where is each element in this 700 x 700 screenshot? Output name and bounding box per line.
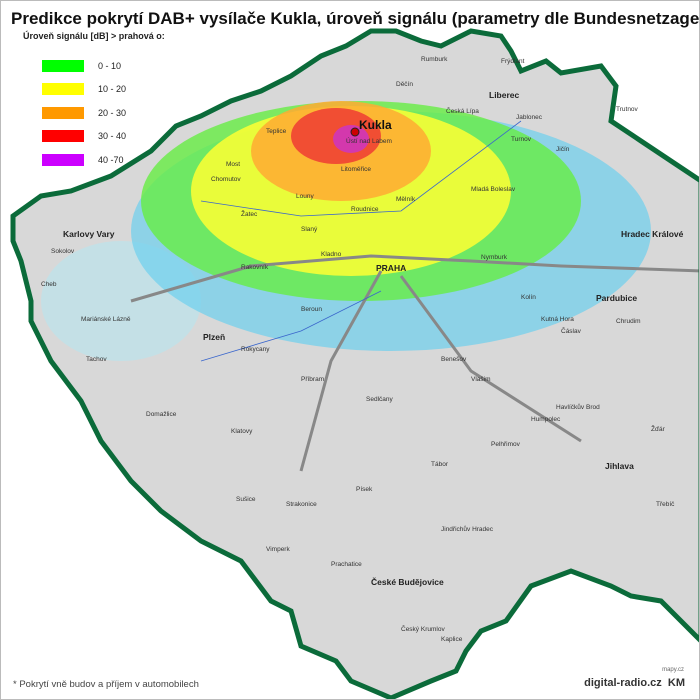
- city-label: Vimperk: [266, 546, 290, 553]
- city-label: Chomutov: [211, 176, 241, 183]
- city-label: Domažlice: [146, 411, 177, 418]
- city-label: Mariánské Lázně: [81, 316, 131, 323]
- legend-heading: Úroveň signálu [dB] > prahová o:: [23, 31, 165, 41]
- city-label: Louny: [296, 193, 314, 200]
- city-label: Kutná Hora: [541, 316, 574, 323]
- city-label: Sušice: [236, 496, 256, 503]
- city-label: Jičín: [556, 146, 570, 153]
- city-label: Pardubice: [596, 293, 637, 303]
- mapy-credit: mapy.cz: [662, 667, 684, 673]
- city-label: Žatec: [241, 209, 258, 218]
- city-label: Chrudim: [616, 318, 641, 325]
- city-label: Český Krumlov: [401, 624, 445, 633]
- highway: [130, 254, 699, 303]
- map-title: Predikce pokrytí DAB+ vysílače Kukla, úr…: [11, 9, 700, 28]
- city-label: Kukla: [359, 118, 392, 132]
- city-label: Slaný: [301, 226, 318, 233]
- city-label: Beroun: [301, 306, 322, 313]
- city-label: Příbram: [301, 376, 324, 383]
- legend-item: 40 -70: [23, 148, 165, 172]
- coverage-40-70: [333, 125, 369, 153]
- city-label: Kolín: [521, 294, 536, 301]
- city-label: Kaplice: [441, 636, 463, 643]
- city-label: Trutnov: [616, 106, 639, 113]
- city-label: Frýdlant: [501, 58, 525, 65]
- city-label: Liberec: [489, 90, 520, 100]
- city-label: Česká Lípa: [446, 106, 479, 115]
- city-label: Jablonec: [516, 114, 543, 121]
- legend-item: 0 - 10: [23, 54, 165, 78]
- city-label: Ústí nad Labem: [346, 136, 392, 145]
- city-label: Děčín: [396, 81, 413, 88]
- legend-label: 40 -70: [98, 154, 124, 165]
- city-label: Tachov: [86, 356, 107, 363]
- highway: [299, 270, 383, 472]
- brand-initials: KM: [667, 677, 685, 689]
- city-label: Litoměřice: [341, 166, 371, 173]
- city-label: Nymburk: [481, 254, 508, 261]
- city-label: Turnov: [511, 136, 532, 143]
- city-labels: PRAHA Liberec Karlovy Vary Plzeň Pardubice Hr…: [41, 56, 684, 643]
- city-label: Roudnice: [351, 206, 379, 213]
- brand-site: digital-radio.cz: [584, 677, 662, 689]
- city-label: Pelhřimov: [491, 441, 521, 448]
- legend-swatch: [42, 106, 84, 119]
- legend-item: 30 - 40: [23, 125, 165, 149]
- footnote: * Pokrytí vně budov a příjem v automobil…: [13, 679, 199, 690]
- city-label: Vlašim: [471, 376, 491, 383]
- legend-label: 30 - 40: [98, 131, 127, 142]
- city-label: Rakovník: [241, 264, 269, 271]
- city-label: Klatovy: [231, 428, 253, 435]
- legend-label: 10 - 20: [98, 84, 127, 95]
- legend-items: 0 - 10 10 - 20 20 - 30 30 - 40 40 -70: [23, 54, 165, 172]
- city-label: Havlíčkův Brod: [556, 403, 600, 411]
- city-label: Humpolec: [531, 416, 561, 423]
- legend-swatch: [42, 153, 84, 166]
- legend-label: 20 - 30: [98, 107, 127, 118]
- highway: [399, 275, 582, 443]
- legend-swatch: [42, 83, 84, 96]
- city-label: Sedlčany: [366, 396, 393, 403]
- city-label: Sokolov: [51, 248, 75, 255]
- city-label: Benešov: [441, 356, 467, 363]
- city-label: Prachatice: [331, 561, 362, 568]
- region-boundary: [200, 120, 522, 362]
- legend: Úroveň signálu [dB] > prahová o: 0 - 10 1…: [23, 31, 165, 172]
- brand: digital-radio.cz KM: [584, 677, 685, 689]
- city-label: Karlovy Vary: [63, 229, 115, 239]
- city-label: Třebíč: [656, 501, 675, 508]
- legend-swatch: [42, 130, 84, 143]
- city-label: České Budějovice: [371, 576, 444, 587]
- city-label: Mělník: [396, 196, 416, 203]
- city-label: Strakonice: [286, 501, 317, 508]
- city-label: Kladno: [321, 251, 342, 258]
- city-label: Hradec Králové: [621, 229, 684, 239]
- city-label: Jihlava: [605, 461, 634, 471]
- city-label: Mladá Boleslav: [471, 186, 516, 193]
- city-label: Teplice: [266, 128, 287, 135]
- legend-swatch: [42, 59, 84, 72]
- city-label: Plzeň: [203, 332, 225, 342]
- city-label: Písek: [356, 486, 373, 493]
- city-label: Žďár: [651, 424, 666, 433]
- city-label: PRAHA: [376, 263, 406, 273]
- city-label: Rokycany: [241, 346, 270, 353]
- transmitter-marker[interactable]: [350, 127, 360, 137]
- city-label: Most: [226, 161, 240, 168]
- legend-item: 10 - 20: [23, 78, 165, 102]
- city-label: Jindřichův Hradec: [441, 525, 494, 533]
- city-label: Rumburk: [421, 56, 448, 63]
- city-label: Tábor: [431, 461, 449, 468]
- city-label: Cheb: [41, 281, 57, 288]
- legend-label: 0 - 10: [98, 60, 122, 71]
- city-label: Čáslav: [561, 326, 582, 335]
- legend-item: 20 - 30: [23, 101, 165, 125]
